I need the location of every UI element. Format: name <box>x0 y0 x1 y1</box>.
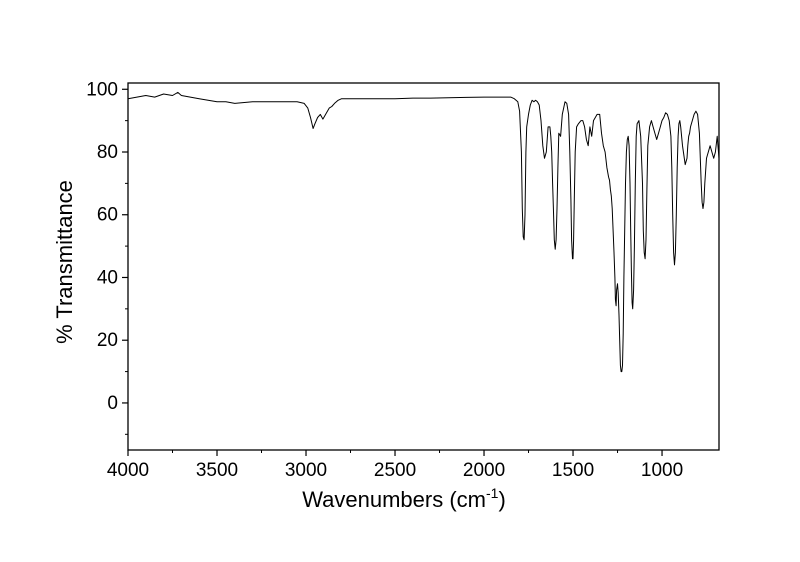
y-tick-label: 20 <box>97 330 118 351</box>
x-axis-title-main: Wavenumbers (cm <box>302 487 486 512</box>
y-tick-label: 80 <box>97 142 118 163</box>
y-tick-label: 100 <box>86 79 118 100</box>
x-tick-label: 3500 <box>196 460 238 481</box>
x-tick-label: 4000 <box>107 460 149 481</box>
plot-frame <box>127 82 720 451</box>
x-axis-title-superscript: -1 <box>486 485 499 501</box>
y-tick-label: 60 <box>97 205 118 226</box>
series-layer <box>127 91 720 373</box>
x-tick-label: 1000 <box>641 460 683 481</box>
spectrum-line <box>127 91 720 373</box>
y-tick-label: 40 <box>97 267 118 288</box>
x-tick-label: 2000 <box>463 460 505 481</box>
x-axis-title: Wavenumbers (cm-1) <box>302 485 506 512</box>
x-tick-label: 2500 <box>374 460 416 481</box>
x-axis-title-suffix: ) <box>498 487 505 512</box>
y-axis-ticks: 0 20 40 60 80 100 <box>86 79 128 435</box>
y-tick-label: 0 <box>107 393 118 414</box>
x-tick-label: 3000 <box>285 460 327 481</box>
y-axis-title: % Transmittance <box>52 180 77 344</box>
x-tick-label: 1500 <box>552 460 594 481</box>
x-axis-ticks: 4000 3500 3000 2500 2000 1500 1000 <box>107 450 683 481</box>
